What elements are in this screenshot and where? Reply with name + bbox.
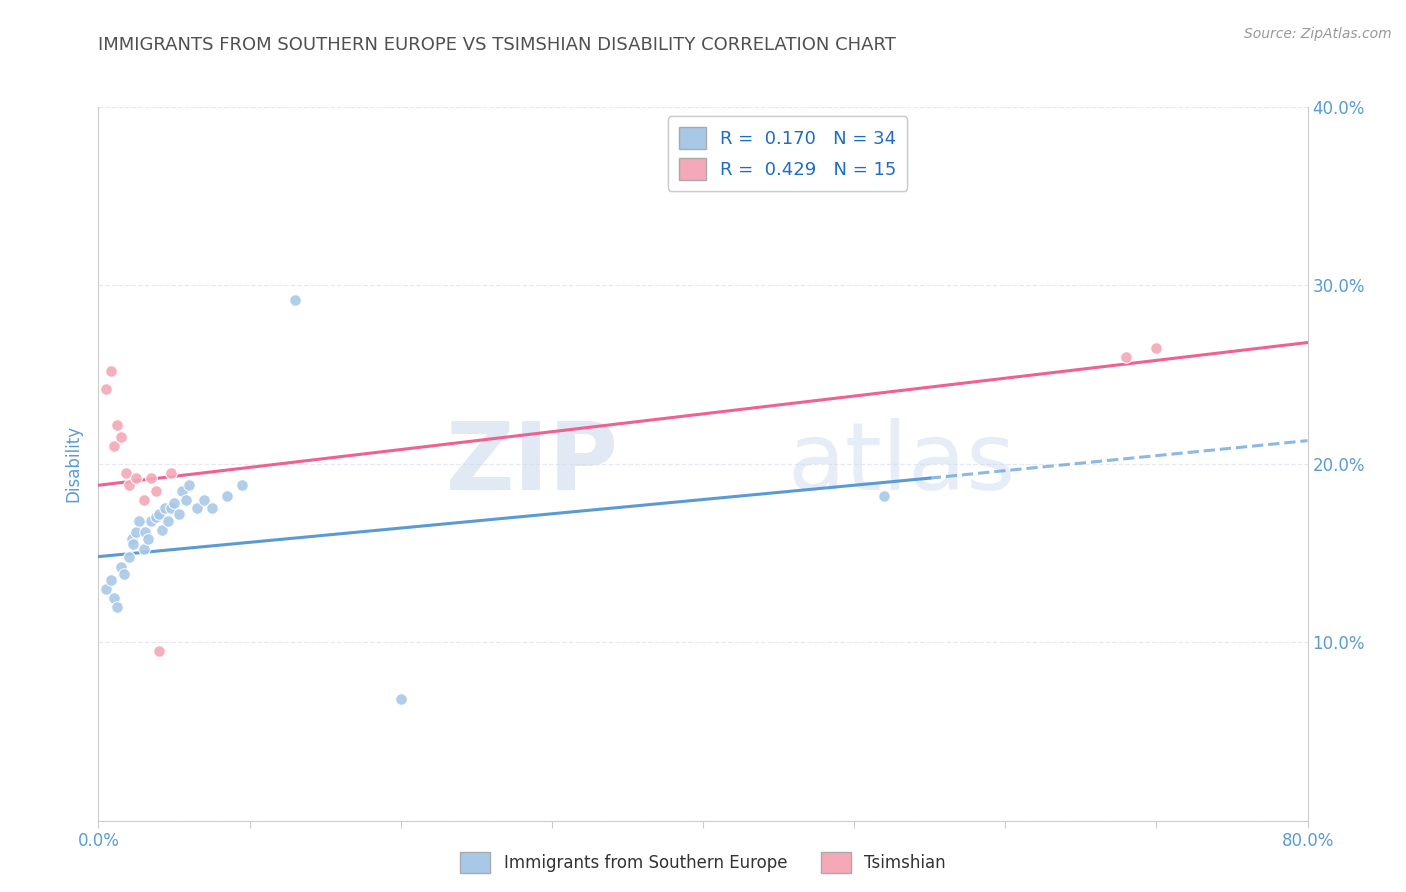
Point: [148, 644, 170, 658]
Point: [105, 599, 128, 614]
Point: [141, 471, 163, 485]
Point: [105, 417, 128, 432]
Point: [110, 430, 132, 444]
Point: [134, 524, 156, 539]
Point: [145, 483, 167, 498]
Text: IMMIGRANTS FROM SOUTHERN EUROPE VS TSIMSHIAN DISABILITY CORRELATION CHART: IMMIGRANTS FROM SOUTHERN EUROPE VS TSIMS…: [98, 36, 896, 54]
Point: [167, 507, 190, 521]
Point: [136, 532, 159, 546]
Point: [160, 466, 183, 480]
Point: [148, 507, 170, 521]
Point: [103, 591, 125, 605]
Point: [193, 492, 215, 507]
Point: [174, 492, 197, 507]
Point: [1115, 350, 1137, 364]
Y-axis label: Disability: Disability: [65, 425, 83, 502]
Point: [153, 501, 176, 516]
Text: ZIP: ZIP: [446, 417, 619, 510]
Point: [118, 478, 141, 492]
Point: [128, 514, 150, 528]
Text: atlas: atlas: [787, 417, 1017, 510]
Point: [100, 573, 122, 587]
Point: [179, 478, 201, 492]
Point: [231, 478, 253, 492]
Point: [100, 364, 122, 378]
Point: [201, 501, 224, 516]
Point: [94, 582, 117, 596]
Point: [118, 549, 141, 564]
Point: [1144, 341, 1167, 355]
Point: [114, 466, 136, 480]
Point: [150, 523, 173, 537]
Point: [160, 501, 183, 516]
Point: [873, 489, 896, 503]
Point: [284, 293, 307, 307]
Point: [121, 532, 143, 546]
Point: [170, 483, 193, 498]
Point: [389, 692, 412, 706]
Point: [156, 514, 179, 528]
Point: [125, 524, 148, 539]
Point: [215, 489, 238, 503]
Point: [112, 567, 135, 582]
Point: [132, 492, 155, 507]
Point: [125, 471, 148, 485]
Point: [103, 439, 125, 453]
Point: [145, 510, 167, 524]
Point: [122, 537, 145, 551]
Legend: R =  0.170   N = 34, R =  0.429   N = 15: R = 0.170 N = 34, R = 0.429 N = 15: [668, 116, 907, 191]
Point: [110, 560, 132, 574]
Point: [94, 382, 117, 396]
Point: [163, 496, 186, 510]
Point: [132, 542, 155, 557]
Point: [141, 514, 163, 528]
Text: Source: ZipAtlas.com: Source: ZipAtlas.com: [1244, 27, 1392, 41]
Legend: Immigrants from Southern Europe, Tsimshian: Immigrants from Southern Europe, Tsimshi…: [454, 846, 952, 880]
Point: [186, 501, 208, 516]
